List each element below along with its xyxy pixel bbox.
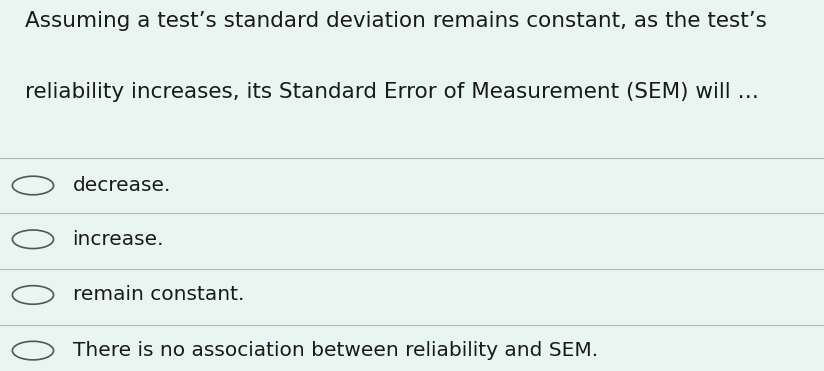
Text: decrease.: decrease. [73, 176, 171, 195]
Text: Assuming a test’s standard deviation remains constant, as the test’s: Assuming a test’s standard deviation rem… [25, 11, 766, 31]
Text: remain constant.: remain constant. [73, 285, 244, 305]
Text: increase.: increase. [73, 230, 164, 249]
Text: There is no association between reliability and SEM.: There is no association between reliabil… [73, 341, 597, 360]
Text: reliability increases, its Standard Error of Measurement (SEM) will …: reliability increases, its Standard Erro… [25, 82, 759, 102]
